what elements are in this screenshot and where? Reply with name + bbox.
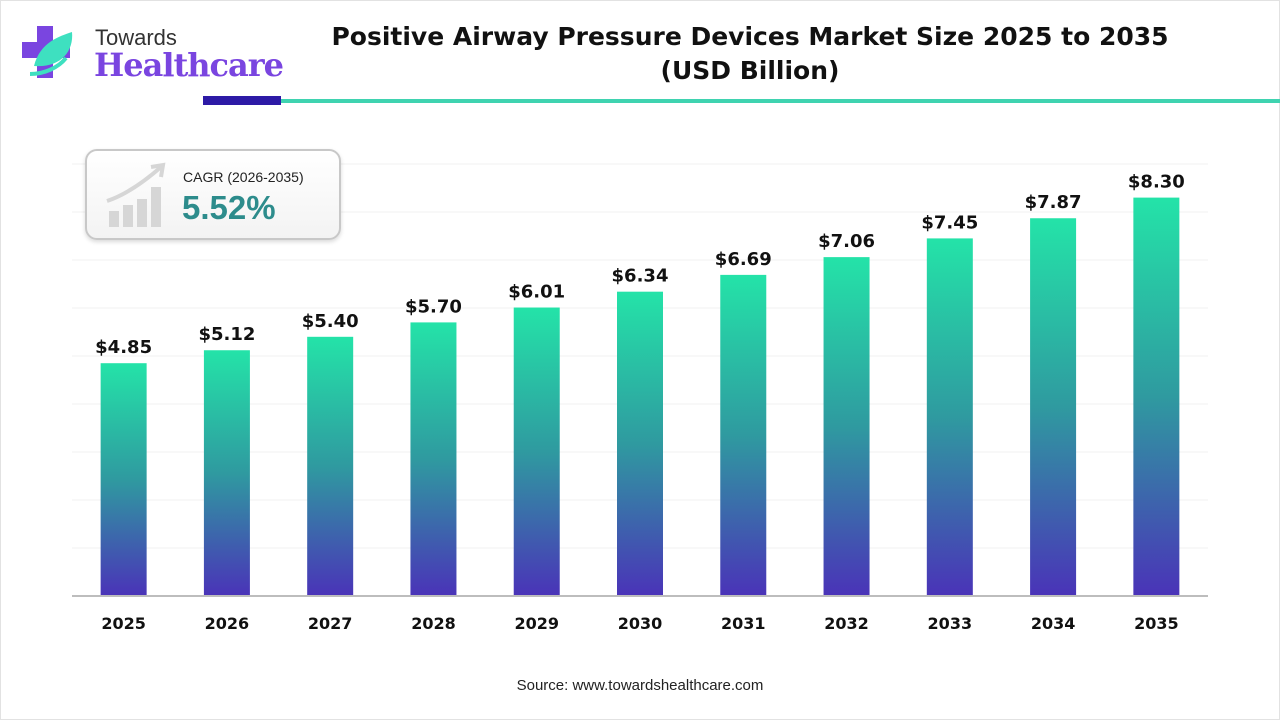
accent-bar-teal (281, 99, 1280, 103)
title-line-2: (USD Billion) (660, 56, 840, 85)
x-tick-label: 2031 (721, 614, 766, 633)
accent-bar-dark (203, 96, 281, 105)
data-label: $7.45 (921, 212, 978, 233)
bar-2031 (720, 274, 767, 596)
data-label: $5.12 (198, 324, 255, 345)
data-label: $5.40 (302, 311, 359, 332)
x-tick-label: 2033 (928, 614, 973, 633)
source-text: Source: www.towardshealthcare.com (516, 677, 764, 694)
x-tick-label: 2030 (618, 614, 663, 633)
data-label: $6.34 (612, 266, 669, 287)
x-tick-label: 2028 (411, 614, 456, 633)
x-tick-label: 2029 (514, 614, 559, 633)
x-tick-label: 2035 (1134, 614, 1179, 633)
logo-text-healthcare: Healthcare (94, 46, 284, 84)
cagr-box: CAGR (2026-2035) 5.52% (85, 149, 341, 240)
data-label: $7.87 (1025, 192, 1082, 213)
bar-2028 (410, 322, 457, 596)
medical-cross-leaf-icon (22, 26, 73, 78)
cagr-value: 5.52% (182, 189, 276, 226)
cagr-label: CAGR (2026-2035) (183, 169, 304, 185)
bar-2030 (617, 291, 663, 596)
bar-2035 (1133, 197, 1180, 596)
title-line-1: Positive Airway Pressure Devices Market … (331, 22, 1169, 51)
x-tick-label: 2026 (205, 614, 250, 633)
bar-2027 (307, 336, 354, 596)
growth-chart-icon (106, 162, 166, 227)
x-tick-label: 2034 (1031, 614, 1076, 633)
x-tick-label: 2025 (101, 614, 146, 633)
data-label: $7.06 (818, 231, 875, 252)
data-label: $5.70 (405, 296, 462, 317)
bar-2032 (823, 257, 870, 596)
logo: Towards Healthcare (20, 22, 284, 84)
chart-title: Positive Airway Pressure Devices Market … (300, 20, 1200, 88)
bar-2033 (926, 238, 973, 596)
bar-2029 (513, 307, 560, 596)
data-label: $6.01 (508, 282, 565, 303)
logo-text-towards: Towards (95, 25, 177, 50)
x-tick-label: 2027 (308, 614, 353, 633)
bar-2025 (100, 363, 147, 596)
x-tick-label: 2032 (824, 614, 869, 633)
data-label: $4.85 (95, 337, 152, 358)
data-label: $6.69 (715, 249, 772, 270)
data-label: $8.30 (1128, 172, 1185, 193)
bar-2034 (1030, 218, 1077, 597)
bar-2026 (203, 350, 250, 596)
